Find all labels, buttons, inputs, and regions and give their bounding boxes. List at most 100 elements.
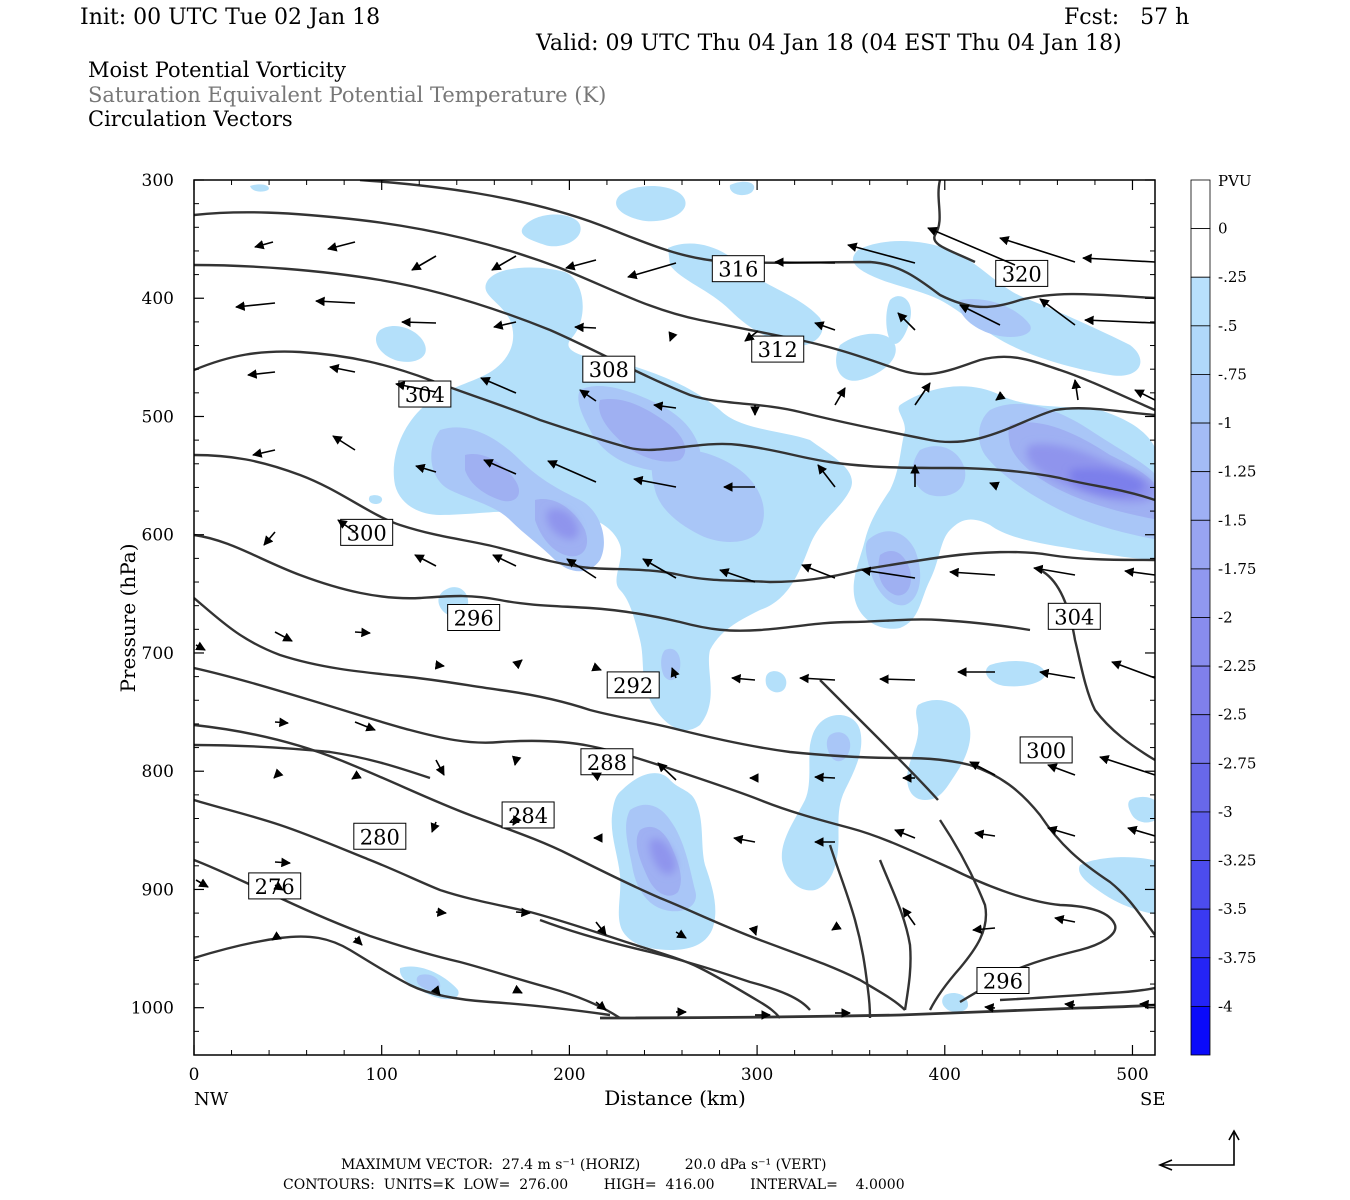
x-tick-label: 0 xyxy=(189,1065,200,1085)
pv-shading xyxy=(250,181,1155,1013)
contour-label-box xyxy=(398,380,452,408)
vector xyxy=(984,1003,996,1013)
x-axis: 0 100 200 300 400 500 xyxy=(189,180,1149,1085)
colorbar-swatch xyxy=(1190,860,1211,910)
contour-label: 312 xyxy=(758,338,798,362)
vector xyxy=(492,554,517,567)
contour-label: 304 xyxy=(1054,605,1094,629)
colorbar-tick-label: -2.25 xyxy=(1218,657,1256,675)
vector xyxy=(949,567,996,578)
contour-label-box xyxy=(606,671,660,699)
vector xyxy=(511,755,522,766)
vector xyxy=(1124,567,1155,577)
vector xyxy=(897,312,916,331)
vector xyxy=(493,320,517,330)
vector xyxy=(547,460,597,483)
vector xyxy=(415,463,437,474)
y-tick-label: 900 xyxy=(142,880,174,900)
colorbar-tick-label: -1.5 xyxy=(1218,511,1247,529)
colorbar-tick-label: -3.25 xyxy=(1218,852,1256,870)
vector xyxy=(252,448,276,458)
vector xyxy=(894,828,916,839)
vector xyxy=(627,262,677,280)
contour-label-box xyxy=(751,335,805,363)
contour-label: 276 xyxy=(255,875,295,899)
vector xyxy=(1134,389,1155,401)
vector xyxy=(927,226,1016,266)
x-end-label-nw: NW xyxy=(194,1089,229,1110)
colorbar-swatch xyxy=(1190,471,1211,521)
colorbar-tick-label: -2.5 xyxy=(1218,706,1247,724)
vector xyxy=(879,674,916,685)
contour-mid-1 xyxy=(819,679,939,801)
colorbar-swatch xyxy=(1190,957,1211,1007)
vector xyxy=(483,459,517,475)
x-axis-label: Distance (km) xyxy=(604,1086,746,1110)
contour-300b xyxy=(194,666,1117,1004)
vector xyxy=(515,907,531,918)
vector xyxy=(352,935,363,946)
contour-300a xyxy=(194,533,1031,632)
vector xyxy=(902,907,916,926)
vector xyxy=(565,259,597,271)
plot-frame xyxy=(193,179,1156,1056)
contour-label: 320 xyxy=(1002,262,1042,286)
colorbar-swatch xyxy=(1190,228,1211,278)
vector xyxy=(512,659,523,670)
colorbar-swatch xyxy=(1190,276,1211,327)
vector xyxy=(435,907,447,917)
colorbar-swatch xyxy=(1190,811,1211,861)
contour-label-box xyxy=(711,255,765,283)
contour-316 xyxy=(194,211,1155,412)
vector xyxy=(327,241,356,252)
vector xyxy=(1111,660,1155,679)
x-tick-label: 300 xyxy=(741,1065,773,1085)
contour-lower-1 xyxy=(539,918,811,1011)
colorbar-swatch xyxy=(1190,762,1211,813)
contour-304b xyxy=(1039,568,1155,762)
init-time: Init: 00 UTC Tue 02 Jan 18 xyxy=(80,5,381,30)
pv-level-275 xyxy=(1070,468,1144,495)
vector xyxy=(1033,564,1076,576)
colorbar-tick-label: -1.75 xyxy=(1218,560,1256,578)
vector xyxy=(959,304,1001,326)
vector xyxy=(733,834,756,845)
colorbar-tick-label: -3.75 xyxy=(1218,949,1256,967)
contour-308 xyxy=(194,350,1155,502)
contour-label-box xyxy=(582,355,636,383)
vector xyxy=(1084,315,1155,326)
colorbar-tick-label: -1.25 xyxy=(1218,463,1256,481)
vector xyxy=(1127,825,1155,837)
vector xyxy=(435,759,445,776)
colorbar-tick-label: -3.5 xyxy=(1218,900,1247,918)
x-tick-label: 400 xyxy=(929,1065,961,1085)
x-tick-label: 100 xyxy=(365,1065,397,1085)
contour-lower-4 xyxy=(928,819,988,1011)
contour-label-box xyxy=(580,748,634,776)
vector xyxy=(1047,825,1076,837)
vector xyxy=(491,255,517,271)
colorbar-tick-label: -3 xyxy=(1218,803,1233,821)
forecast-hour: Fcst: 57 h xyxy=(1064,5,1190,30)
contour-label: 296 xyxy=(983,970,1023,994)
vector xyxy=(235,301,276,311)
contour-296a xyxy=(194,597,1155,936)
vector xyxy=(480,376,517,394)
vector xyxy=(1047,763,1076,776)
contour-label: 280 xyxy=(360,825,400,849)
y-tick-label: 300 xyxy=(142,171,174,191)
contour-label-box xyxy=(1019,736,1073,764)
vector xyxy=(731,673,756,684)
colorbar-tick-label: -.75 xyxy=(1218,365,1247,383)
vector xyxy=(263,531,276,546)
vector xyxy=(1064,1000,1076,1010)
vector xyxy=(591,662,602,672)
vector xyxy=(195,878,209,888)
vector xyxy=(817,464,836,488)
circulation-vectors xyxy=(195,226,1155,1020)
y-tick-label: 600 xyxy=(142,526,174,546)
vector xyxy=(254,240,274,250)
colorbar-tick-label: -2 xyxy=(1218,609,1233,627)
colorbar-swatch xyxy=(1190,422,1211,473)
contour-292b xyxy=(194,743,431,780)
